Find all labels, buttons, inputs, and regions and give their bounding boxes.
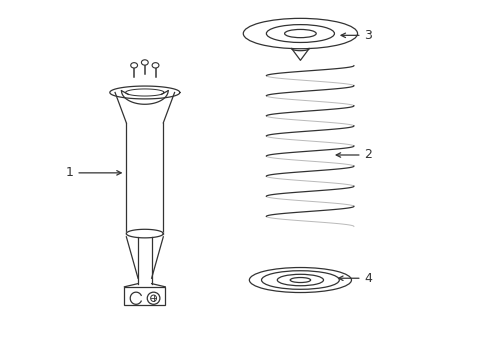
Ellipse shape (152, 63, 159, 68)
Ellipse shape (249, 267, 351, 293)
Text: 3: 3 (340, 29, 372, 42)
Ellipse shape (289, 278, 310, 283)
Polygon shape (126, 229, 163, 238)
Text: 4: 4 (338, 272, 372, 285)
Ellipse shape (277, 274, 323, 286)
Ellipse shape (147, 292, 160, 304)
Ellipse shape (130, 63, 137, 68)
Bar (124, 287, 165, 305)
Ellipse shape (243, 18, 357, 49)
Ellipse shape (150, 295, 156, 301)
Ellipse shape (284, 30, 316, 38)
Text: 1: 1 (65, 166, 121, 179)
Text: 2: 2 (336, 148, 372, 162)
Ellipse shape (266, 24, 334, 42)
Ellipse shape (141, 60, 148, 65)
Ellipse shape (261, 271, 339, 289)
